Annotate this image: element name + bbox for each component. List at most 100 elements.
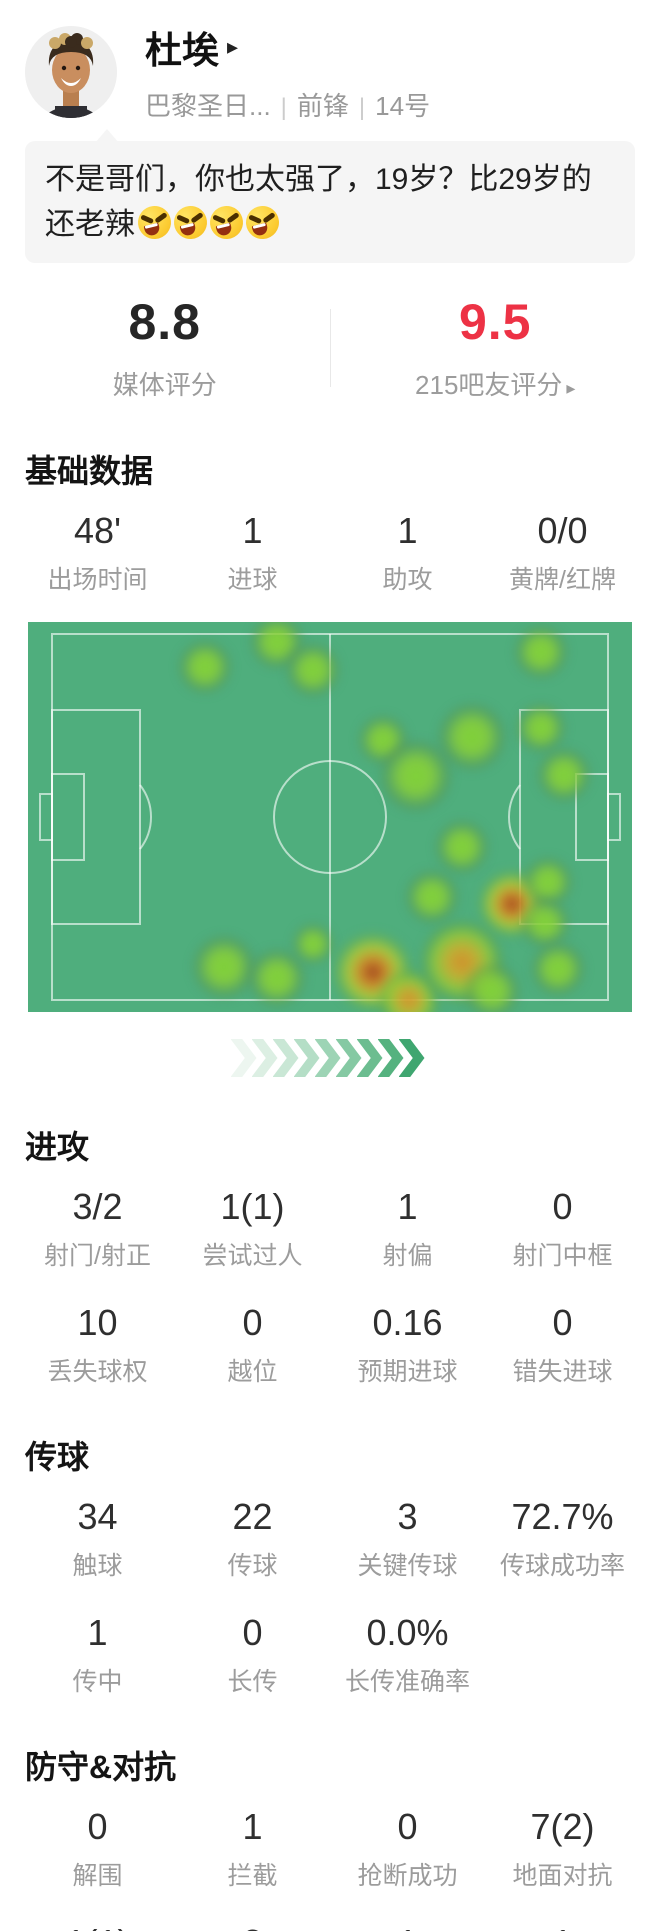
stat-value: 0 (397, 1806, 418, 1847)
stat-value: 0 (552, 1186, 573, 1227)
stat-cell: 0/0 黄牌/红牌 (485, 510, 640, 596)
stat-cell: 0 抢断成功 (330, 1806, 485, 1892)
stat-value: 0 (87, 1806, 108, 1847)
stat-value: 1 (87, 1612, 108, 1653)
stat-label: 射门/射正 (44, 1242, 151, 1270)
stat-cell: 1 拦截 (175, 1806, 330, 1892)
stat-value: 1(1) (220, 1186, 285, 1227)
player-name-row[interactable]: 杜埃 ▸ (145, 20, 430, 74)
ratings-row: 8.8 媒体评分 9.5 215吧友评分 ▸ (0, 293, 660, 402)
comment-bubble: 不是哥们，你也太强了，19岁？比29岁的还老辣 (25, 129, 635, 263)
evil-laugh-emoji-icon (136, 204, 173, 241)
fans-rating[interactable]: 9.5 215吧友评分 ▸ (331, 293, 660, 402)
stat-cell: 1 传中 (20, 1612, 175, 1698)
stat-value: 0 (552, 1302, 573, 1343)
passing-stats-grid: 34 触球 22 传球 3 关键传球 72.7% 传球成功率 1 传中 0 长传 0.0% 长传准确率 (0, 1496, 660, 1698)
stat-label: 越位 (227, 1358, 278, 1386)
stat-label: 拦截 (227, 1862, 278, 1890)
comment-text: 不是哥们，你也太强了，19岁？比29岁的还老辣 (45, 163, 592, 241)
base-stats-grid: 48' 出场时间 1 进球 1 助攻 0/0 黄牌/红牌 (0, 510, 660, 596)
meta-separator: | (358, 94, 366, 121)
stat-label: 关键传球 (357, 1552, 458, 1580)
stat-label: 触球 (72, 1552, 123, 1580)
player-number: 14号 (375, 91, 431, 121)
stat-cell: 34 触球 (20, 1496, 175, 1582)
stat-cell: 0 越位 (175, 1302, 330, 1388)
stat-label: 出场时间 (47, 566, 148, 594)
stat-cell: 7(2) 地面对抗 (485, 1806, 640, 1892)
heat-blob (531, 943, 584, 996)
evil-laugh-emoji-row (135, 204, 281, 241)
stat-label: 预期进球 (357, 1358, 458, 1386)
section-title-passing: 传球 (25, 1439, 90, 1475)
heat-blob (406, 870, 459, 923)
stat-cell: 0 解围 (20, 1806, 175, 1892)
stat-cell: 22 传球 (175, 1496, 330, 1582)
stat-value: 72.7% (511, 1496, 614, 1537)
stat-value: 0 (242, 1612, 263, 1653)
stat-label: 尝试过人 (202, 1242, 303, 1270)
stat-label: 丢失球权 (47, 1358, 148, 1386)
player-name: 杜埃 (145, 30, 219, 71)
stat-value: 2 (175, 1922, 330, 1931)
fans-rating-label: 215吧友评分 ▸ (415, 370, 576, 400)
heat-blob (293, 924, 334, 965)
player-avatar (25, 25, 117, 118)
chevron-arrows (0, 1038, 660, 1078)
stat-value: 1 (242, 1806, 263, 1847)
player-identity: 杜埃 ▸ 巴黎圣日... | 前锋 | 14号 (145, 20, 430, 123)
stat-cell: 1被过 (485, 1922, 640, 1931)
stat-label: 解围 (72, 1862, 123, 1890)
stat-label: 长传 (227, 1668, 278, 1696)
stat-value: 1 (397, 1186, 418, 1227)
heat-blob (514, 626, 567, 679)
stat-cell: 0 错失进球 (485, 1302, 640, 1388)
media-rating: 8.8 媒体评分 (0, 293, 330, 402)
stat-label: 黄牌/红牌 (509, 566, 616, 594)
evil-laugh-emoji-icon (172, 204, 209, 241)
stat-value: 7(2) (530, 1806, 595, 1847)
stat-cell: 3 关键传球 (330, 1496, 485, 1582)
heat-blob (287, 643, 340, 696)
stat-value: 1 (397, 510, 418, 551)
stat-cell: 2犯规 (175, 1922, 330, 1931)
heat-blob (380, 741, 451, 812)
stat-cell: 1 进球 (175, 510, 330, 596)
attack-stats-grid: 3/2 射门/射正 1(1) 尝试过人 1 射偏 0 射门中框 10 丢失球权 0 越位 0.16 预期进… (0, 1186, 660, 1388)
stat-value: 22 (232, 1496, 273, 1537)
stat-label: 助攻 (382, 566, 433, 594)
stat-cell: 10 丢失球权 (20, 1302, 175, 1388)
heat-blob (178, 640, 231, 693)
player-header: 杜埃 ▸ 巴黎圣日... | 前锋 | 14号 (0, 0, 660, 123)
stat-value: 34 (77, 1496, 118, 1537)
heat-blob (193, 936, 256, 999)
bubble-tail (95, 129, 119, 143)
stat-cell: 48' 出场时间 (20, 510, 175, 596)
stat-value: 0.0% (366, 1612, 449, 1653)
stat-label: 地面对抗 (512, 1862, 613, 1890)
stat-cell: 0 长传 (175, 1612, 330, 1698)
section-title-base: 基础数据 (25, 453, 154, 489)
chevron-right-icon (230, 1039, 257, 1077)
stat-label: 传球成功率 (499, 1552, 625, 1580)
evil-laugh-emoji-icon (244, 204, 281, 241)
heat-blob (524, 858, 573, 907)
stat-cell: 0.0% 长传准确率 (330, 1612, 485, 1698)
chevron-right-icon: ▸ (566, 378, 576, 398)
media-rating-label: 媒体评分 (112, 370, 217, 400)
stat-label: 长传准确率 (344, 1668, 470, 1696)
stat-value: 1 (242, 510, 263, 551)
stat-label: 错失进球 (512, 1358, 613, 1386)
stat-value: 3 (397, 1496, 418, 1537)
stat-label: 射门中框 (512, 1242, 613, 1270)
heat-blob (516, 704, 565, 753)
stat-value: 3/2 (72, 1186, 123, 1227)
stat-value: 1(1) (20, 1922, 175, 1931)
stat-cell: 1(1)争顶 (20, 1922, 175, 1931)
avatar-illustration (25, 25, 117, 118)
stat-label: 传中 (72, 1668, 123, 1696)
stat-cell: 72.7% 传球成功率 (485, 1496, 640, 1582)
stat-label: 射偏 (382, 1242, 433, 1270)
heatmap-pitch (28, 622, 632, 1012)
heat-blob (436, 821, 489, 874)
